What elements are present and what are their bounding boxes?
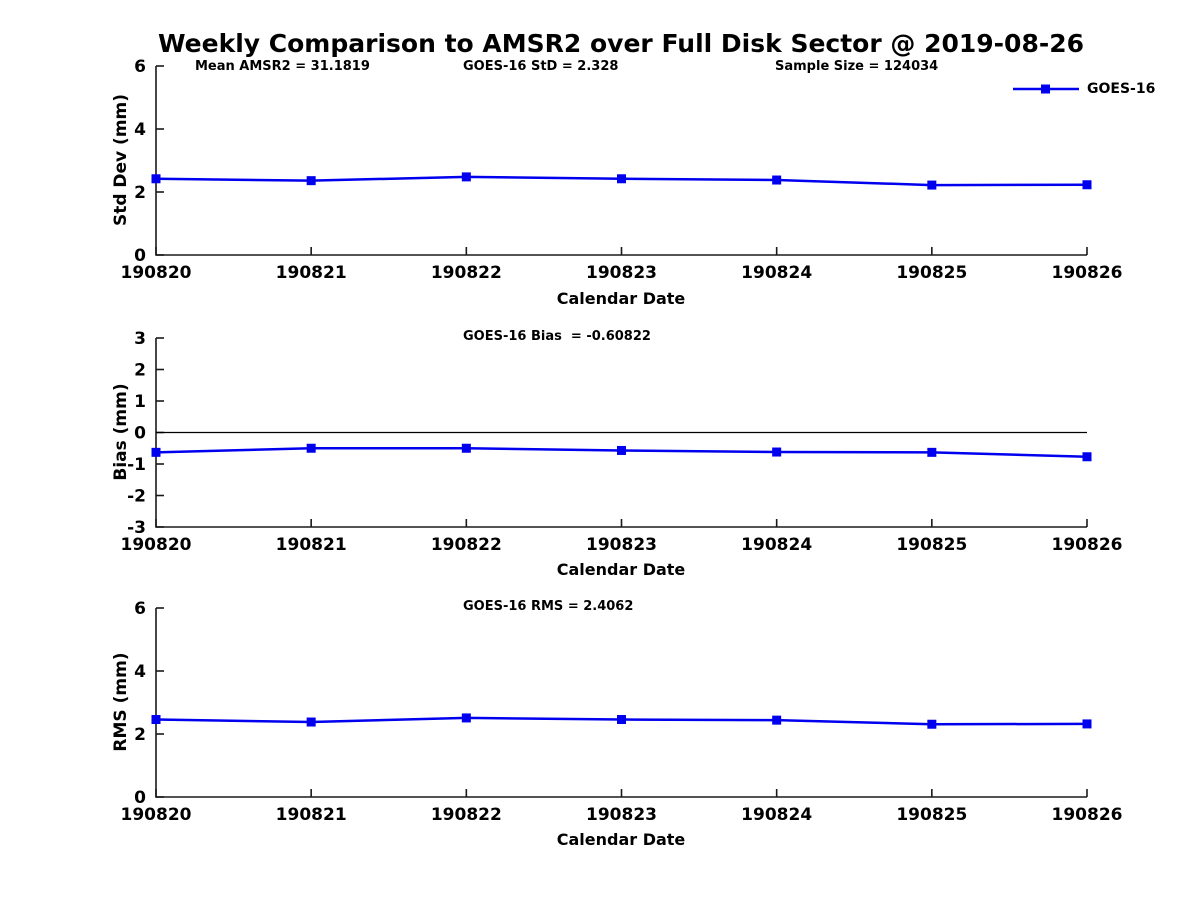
y-tick-label: 2: [134, 361, 146, 381]
y-tick-label: 0: [134, 424, 146, 444]
data-point-marker: [461, 443, 471, 453]
subplot-2: -3 -2 -1 0 1 2 3 190820 190821 190822 190823 190824…: [121, 329, 1123, 555]
y-tick-label: 1: [134, 392, 146, 412]
y-tick-label: 2: [134, 183, 146, 203]
data-point-marker: [772, 175, 782, 185]
x-tick-label: 190823: [586, 535, 657, 555]
x-tick-label: 190825: [896, 535, 967, 555]
x-tick-label: 190820: [121, 535, 192, 555]
data-point-marker: [927, 719, 937, 729]
y-tick-label: 6: [134, 57, 146, 77]
data-point-marker: [1082, 452, 1092, 462]
data-point-marker: [461, 713, 471, 723]
x-tick-label: 190824: [741, 535, 812, 555]
x-tick-label: 190821: [276, 535, 347, 555]
axes-lines: [155, 608, 1087, 798]
subplot-3: 0 2 4 6 190820 190821 190822 190823 190824 190825…: [121, 599, 1123, 825]
annotation-mean-amsr2: Mean AMSR2 = 31.1819: [195, 59, 370, 74]
y-tick-label: 0: [134, 788, 146, 808]
legend: GOES-16: [1013, 81, 1155, 97]
data-point-marker: [151, 447, 161, 457]
legend-label: GOES-16: [1087, 81, 1156, 97]
data-point-marker: [306, 717, 316, 727]
y-tick-label: 4: [134, 120, 146, 140]
data-point-marker: [1082, 180, 1092, 190]
annotation-goes16-std: GOES-16 StD = 2.328: [463, 59, 619, 74]
x-tick-label: 190821: [276, 805, 347, 825]
data-point-marker: [461, 172, 471, 182]
x-tick-label: 190826: [1052, 263, 1123, 283]
legend-marker-square: [1041, 84, 1050, 94]
x-tick-label: 190821: [276, 263, 347, 283]
x-tick-label: 190823: [586, 805, 657, 825]
x-tick-label: 190825: [896, 805, 967, 825]
data-point-marker: [306, 443, 316, 453]
data-point-marker: [927, 180, 937, 190]
y-tick-label: 2: [134, 725, 146, 745]
x-tick-label: 190823: [586, 263, 657, 283]
x-tick-label: 190820: [121, 805, 192, 825]
y-tick-label: 3: [134, 329, 146, 349]
data-point-marker: [927, 447, 937, 457]
subplot-1: 0 2 4 6 190820 190821 190822 190823 190824 190825…: [121, 57, 1123, 283]
figure-title: Weekly Comparison to AMSR2 over Full Dis…: [157, 29, 1085, 58]
x-tick-label: 190822: [431, 263, 502, 283]
y-tick-label: 6: [134, 599, 146, 619]
data-point-marker: [306, 176, 316, 186]
data-point-marker: [772, 447, 782, 457]
data-point-marker: [617, 174, 626, 184]
data-point-marker: [151, 715, 161, 725]
annotation-sample-size: Sample Size = 124034: [775, 59, 939, 74]
y-tick-label: -3: [127, 518, 146, 538]
y-tick-label: 0: [134, 246, 146, 266]
annotation-goes16-bias: GOES-16 Bias = -0.60822: [463, 329, 651, 344]
y-tick-label: -1: [127, 455, 146, 475]
x-axis-label-subplot3: Calendar Date: [556, 830, 686, 849]
x-tick-label: 190825: [896, 263, 967, 283]
x-tick-label: 190822: [431, 535, 502, 555]
x-tick-label: 190826: [1052, 535, 1123, 555]
y-tick-label: -2: [127, 487, 146, 507]
x-tick-label: 190824: [741, 263, 812, 283]
x-axis-label-subplot1: Calendar Date: [556, 289, 686, 308]
data-point-marker: [151, 174, 161, 184]
annotation-goes16-rms: GOES-16 RMS = 2.4062: [463, 599, 634, 614]
legend-line-marker-icon: [1013, 84, 1079, 94]
data-point-marker: [617, 715, 626, 725]
x-tick-label: 190826: [1052, 805, 1123, 825]
data-point-marker: [1082, 719, 1092, 729]
axes-lines: [155, 66, 1087, 256]
x-axis-label-subplot2: Calendar Date: [556, 560, 686, 579]
data-point-marker: [772, 715, 782, 725]
x-tick-label: 190820: [121, 263, 192, 283]
x-tick-label: 190822: [431, 805, 502, 825]
x-tick-label: 190824: [741, 805, 812, 825]
data-point-marker: [617, 445, 626, 455]
y-tick-label: 4: [134, 662, 146, 682]
